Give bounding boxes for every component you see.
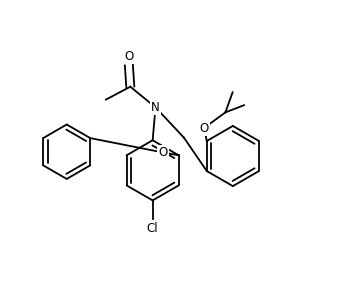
Text: N: N xyxy=(151,101,160,114)
Text: Cl: Cl xyxy=(147,222,159,235)
Text: O: O xyxy=(124,50,133,63)
Text: O: O xyxy=(158,146,167,159)
Text: O: O xyxy=(199,121,209,135)
